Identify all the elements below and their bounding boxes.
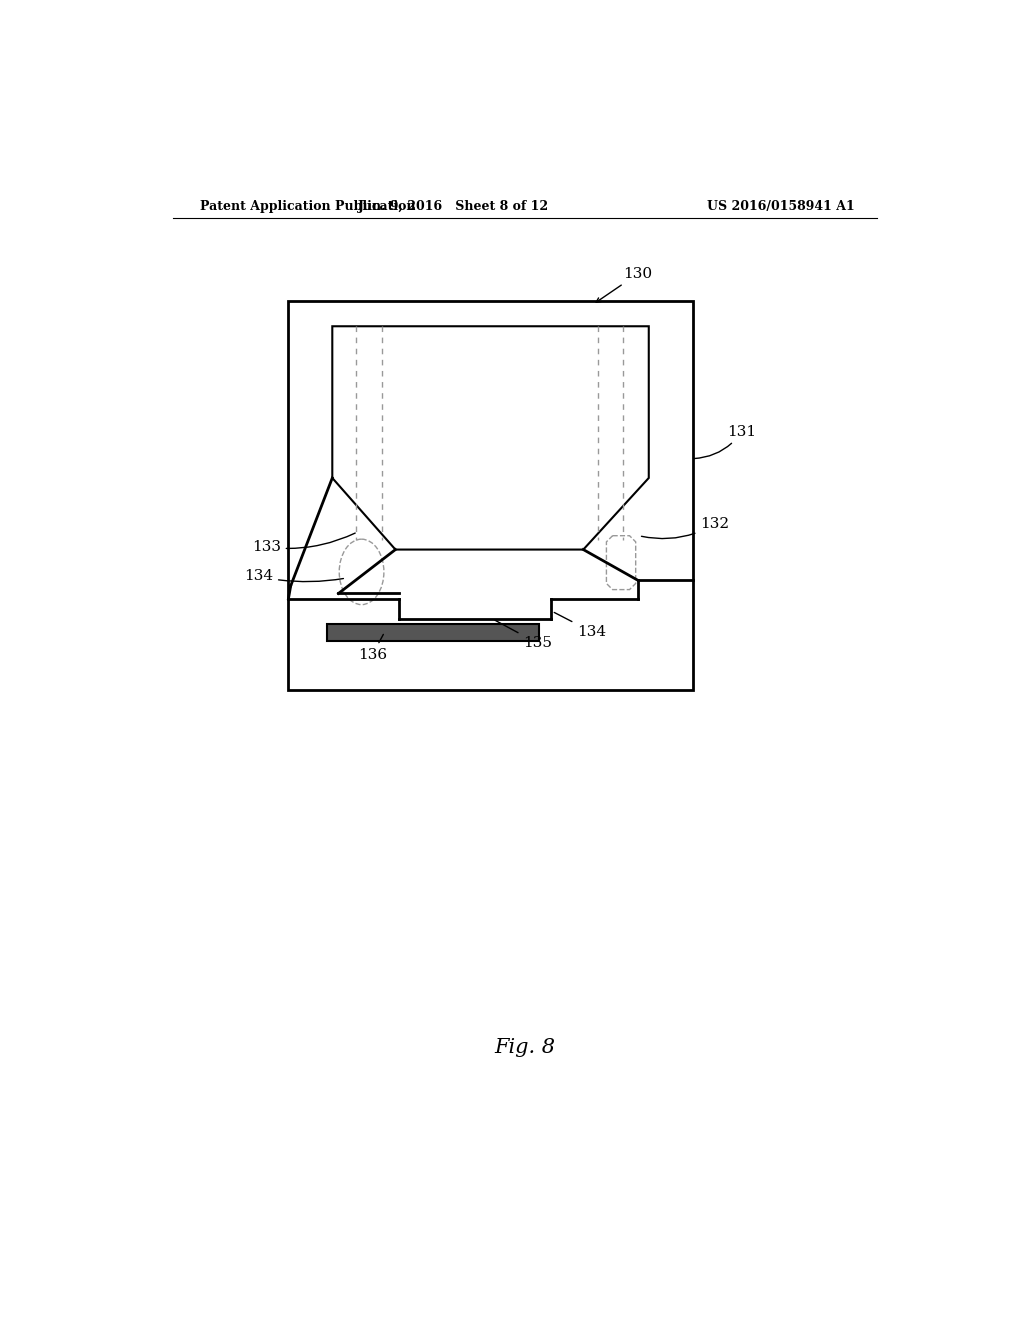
Text: 131: 131 — [694, 425, 757, 458]
Text: Patent Application Publication: Patent Application Publication — [200, 199, 416, 213]
Text: 132: 132 — [641, 517, 729, 539]
Text: US 2016/0158941 A1: US 2016/0158941 A1 — [707, 199, 854, 213]
Text: 133: 133 — [252, 533, 355, 554]
Text: 136: 136 — [357, 635, 387, 661]
Text: Fig. 8: Fig. 8 — [495, 1039, 555, 1057]
Text: 130: 130 — [596, 267, 652, 302]
Text: 134: 134 — [554, 612, 606, 639]
Text: 134: 134 — [244, 569, 343, 583]
Text: 135: 135 — [495, 620, 552, 651]
Text: Jun. 9, 2016   Sheet 8 of 12: Jun. 9, 2016 Sheet 8 of 12 — [358, 199, 550, 213]
Polygon shape — [327, 624, 539, 642]
